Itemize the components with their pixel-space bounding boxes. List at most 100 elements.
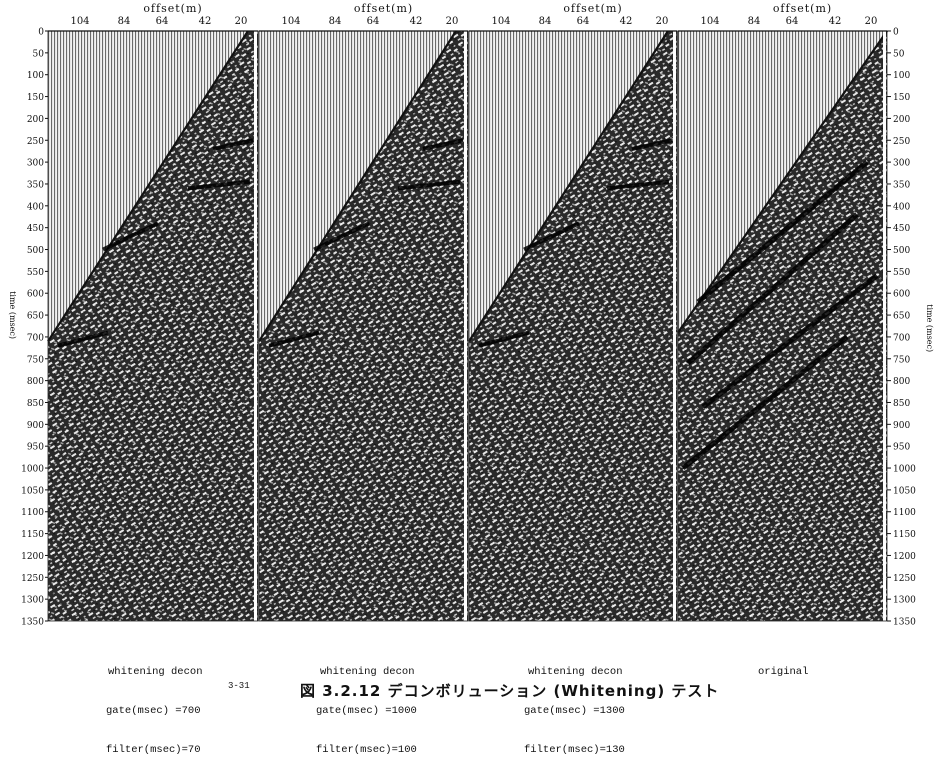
reflection-event	[57, 330, 109, 348]
reflection-event	[523, 221, 580, 252]
time-tick-label-right: 300	[893, 159, 910, 169]
offset-tick-label: 104	[491, 16, 510, 27]
time-tick-label-right: 0	[893, 28, 899, 38]
offset-header-3: offset(m) 104 84 64 42 20	[469, 2, 677, 32]
offset-axis-label: offset(m)	[563, 2, 622, 15]
time-tick-label-right: 950	[893, 443, 910, 453]
reflection-event	[102, 221, 159, 252]
seismic-figure: offset(m) 104 84 64 42 20 offset(m) 104 84 64 42 20…	[8, 2, 934, 628]
time-tick-label-right: 1150	[893, 530, 916, 540]
time-tick-label-left: 400	[27, 202, 44, 212]
offset-tick-label: 20	[235, 16, 248, 27]
time-tick-label-right: 550	[893, 268, 910, 278]
time-tick-label-left: 900	[27, 421, 44, 431]
offset-tick-label: 20	[656, 16, 669, 27]
first-break-line	[468, 30, 669, 342]
offset-header-1: offset(m) 104 84 64 42 20	[48, 2, 258, 32]
time-axis-label-right: time (msec)	[925, 304, 934, 352]
panel-2-caption-line-2: gate(msec) =1000	[316, 705, 417, 717]
reflection-event	[478, 330, 530, 348]
offset-tick-label: 20	[446, 16, 459, 27]
reflection-event	[701, 273, 879, 409]
page-number: 3-31	[228, 681, 250, 691]
time-tick-label-left: 1100	[21, 508, 44, 518]
time-tick-label-left: 300	[27, 159, 44, 169]
offset-axis-label: offset(m)	[773, 2, 832, 15]
offset-header-4: offset(m) 104 84 64 42 20	[678, 2, 887, 32]
panel-1-caption-line-3: filter(msec)=70	[106, 744, 201, 756]
time-tick-label-right: 250	[893, 137, 910, 147]
time-tick-label-left: 650	[27, 312, 44, 322]
time-tick-label-right: 350	[893, 180, 910, 190]
time-tick-label-left: 150	[27, 93, 44, 103]
time-tick-label-left: 1000	[21, 465, 44, 475]
time-tick-label-right: 800	[893, 377, 910, 387]
panel-3-caption-line-2: gate(msec) =1300	[524, 705, 625, 717]
panel-4-caption-line-1: original	[758, 666, 809, 678]
offset-tick-label: 84	[539, 16, 552, 27]
time-tick-label-right: 650	[893, 312, 910, 322]
offset-tick-label: 84	[748, 16, 761, 27]
time-tick-label-right: 1100	[893, 508, 916, 518]
time-tick-label-right: 200	[893, 115, 910, 125]
panel-2-caption: whitening decon gate(msec) =1000 filter(…	[316, 640, 417, 770]
offset-tick-label: 84	[329, 16, 342, 27]
time-tick-label-left: 1050	[21, 486, 44, 496]
panel-4-caption: original	[758, 640, 808, 692]
panel-3-caption-line-1: whitening decon	[528, 666, 623, 678]
offset-tick-label: 64	[786, 16, 799, 27]
offset-tick-label: 64	[367, 16, 380, 27]
seismic-panel-4	[677, 30, 888, 622]
offset-axis-label: offset(m)	[143, 2, 202, 15]
offset-header-2: offset(m) 104 84 64 42 20	[259, 2, 468, 32]
time-tick-label-left: 450	[27, 224, 44, 234]
reflection-event	[268, 330, 320, 348]
signal-texture	[469, 31, 677, 621]
time-tick-label-left: 0	[38, 28, 44, 38]
offset-tick-label: 104	[700, 16, 719, 27]
panel-1-caption-line-2: gate(msec) =700	[106, 705, 201, 717]
panel-1-caption: whitening decon gate(msec) =700 filter(m…	[106, 640, 203, 770]
time-tick-label-left: 700	[27, 333, 44, 343]
time-tick-label-left: 1250	[21, 574, 44, 584]
figure-caption: 図 3.2.12 デコンボリューション (Whitening) テスト	[300, 682, 720, 700]
signal-texture	[678, 31, 887, 621]
panel-separator	[673, 31, 676, 621]
time-axis-label-left: time (msec)	[8, 291, 17, 339]
first-break-line	[677, 30, 888, 334]
panel-2-caption-line-1: whitening decon	[320, 666, 415, 678]
offset-tick-label: 64	[577, 16, 590, 27]
panel-separator	[254, 31, 257, 621]
time-tick-label-left: 1200	[21, 552, 44, 562]
time-tick-label-left: 1350	[21, 618, 44, 628]
time-tick-label-right: 1050	[893, 486, 916, 496]
time-tick-label-right: 700	[893, 333, 910, 343]
panel-1-caption-line-1: whitening decon	[108, 666, 203, 678]
panel-2-caption-line-3: filter(msec)=100	[316, 744, 417, 756]
offset-tick-label: 84	[118, 16, 131, 27]
panel-separator	[464, 31, 467, 621]
time-tick-label-right: 1300	[893, 596, 916, 606]
time-tick-label-right: 150	[893, 93, 910, 103]
offset-tick-label: 104	[281, 16, 300, 27]
reflection-event	[212, 138, 254, 151]
time-tick-label-right: 500	[893, 246, 910, 256]
offset-tick-label: 64	[156, 16, 169, 27]
time-tick-label-left: 50	[33, 49, 45, 59]
time-tick-label-left: 1300	[21, 596, 44, 606]
time-tick-label-right: 1200	[893, 552, 916, 562]
time-tick-label-left: 100	[27, 71, 44, 81]
seismic-panel-1	[47, 30, 259, 622]
time-tick-label-left: 550	[27, 268, 44, 278]
reflection-event	[606, 179, 670, 191]
seismic-panel-3	[468, 30, 678, 622]
offset-tick-label: 42	[199, 16, 212, 27]
time-tick-label-left: 750	[27, 355, 44, 365]
panel-separator	[883, 31, 886, 621]
time-axis-left: 0 50 100 150 200 250 300 350 400 450 500 550 600 650 7…	[8, 28, 48, 628]
signal-texture	[48, 31, 258, 621]
time-tick-label-right: 1000	[893, 465, 916, 475]
reflection-event	[397, 179, 461, 191]
time-axis-right: 0 50 100 150 200 250 300 350 400 450 500 550 600 650 7…	[887, 28, 934, 628]
reflection-event	[422, 138, 464, 151]
